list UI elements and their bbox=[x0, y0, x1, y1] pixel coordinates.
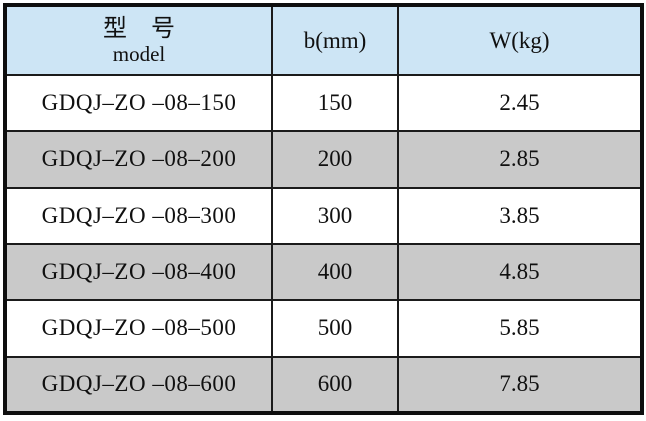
header-model-en: model bbox=[112, 41, 166, 66]
w-cell: 3.85 bbox=[397, 186, 643, 245]
table-row: GDQJ–ZO –08–400 400 4.85 bbox=[4, 242, 643, 302]
w-cell: 5.85 bbox=[397, 299, 643, 358]
table-row: GDQJ–ZO –08–500 500 5.85 bbox=[4, 299, 643, 358]
table-row: GDQJ–ZO –08–150 150 2.45 bbox=[4, 73, 643, 133]
header-model: 型 号 model bbox=[4, 4, 273, 76]
spec-table: 型 号 model b(mm) W(kg) GDQJ–ZO –08–150 15… bbox=[3, 3, 644, 415]
b-cell: 600 bbox=[271, 355, 399, 415]
header-b: b(mm) bbox=[271, 4, 399, 76]
w-cell: 2.85 bbox=[397, 130, 643, 189]
header-w: W(kg) bbox=[397, 4, 643, 76]
model-cell: GDQJ–ZO –08–200 bbox=[4, 130, 273, 189]
b-cell: 400 bbox=[271, 242, 399, 302]
model-cell: GDQJ–ZO –08–600 bbox=[4, 355, 273, 415]
model-cell: GDQJ–ZO –08–150 bbox=[4, 73, 273, 133]
table-row: GDQJ–ZO –08–200 200 2.85 bbox=[4, 130, 643, 189]
header-model-zh: 型 号 bbox=[103, 15, 175, 42]
w-cell: 7.85 bbox=[397, 355, 643, 415]
table-row: GDQJ–ZO –08–300 300 3.85 bbox=[4, 186, 643, 245]
model-cell: GDQJ–ZO –08–400 bbox=[4, 242, 273, 302]
b-cell: 500 bbox=[271, 299, 399, 358]
table-row: GDQJ–ZO –08–600 600 7.85 bbox=[4, 355, 643, 415]
w-cell: 2.45 bbox=[397, 73, 643, 133]
b-cell: 300 bbox=[271, 186, 399, 245]
model-cell: GDQJ–ZO –08–500 bbox=[4, 299, 273, 358]
w-cell: 4.85 bbox=[397, 242, 643, 302]
b-cell: 200 bbox=[271, 130, 399, 189]
model-cell: GDQJ–ZO –08–300 bbox=[4, 186, 273, 245]
header-row: 型 号 model b(mm) W(kg) bbox=[4, 4, 643, 76]
b-cell: 150 bbox=[271, 73, 399, 133]
